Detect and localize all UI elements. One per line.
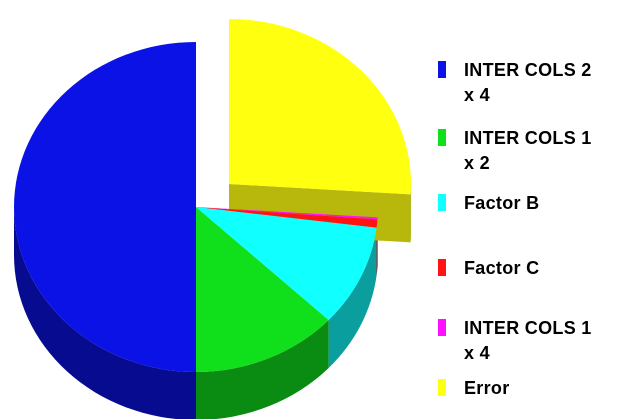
legend-label: INTER COLS 2 x 4 — [464, 60, 592, 105]
legend-label: INTER COLS 1 x 4 — [464, 318, 592, 363]
legend-label: INTER COLS 1 x 2 — [464, 128, 592, 173]
legend-swatch — [438, 194, 446, 211]
pie-slice — [196, 207, 329, 372]
pie-slice-side — [196, 319, 329, 419]
pie-slice — [229, 19, 411, 195]
pie-slice — [196, 207, 378, 228]
pie-slice — [196, 207, 378, 220]
pie-slice — [14, 42, 196, 372]
legend-label: Factor B — [464, 193, 540, 213]
pie-slice-side — [14, 207, 196, 419]
pie-slice-side — [328, 227, 377, 368]
legend-swatch — [438, 61, 446, 78]
legend-label: Factor C — [464, 258, 540, 278]
legend-swatch — [438, 129, 446, 146]
legend-swatch — [438, 259, 446, 276]
pie-slice — [196, 207, 377, 320]
legend-swatch — [438, 379, 446, 396]
legend-label: Error — [464, 378, 510, 398]
legend-swatch — [438, 319, 446, 336]
